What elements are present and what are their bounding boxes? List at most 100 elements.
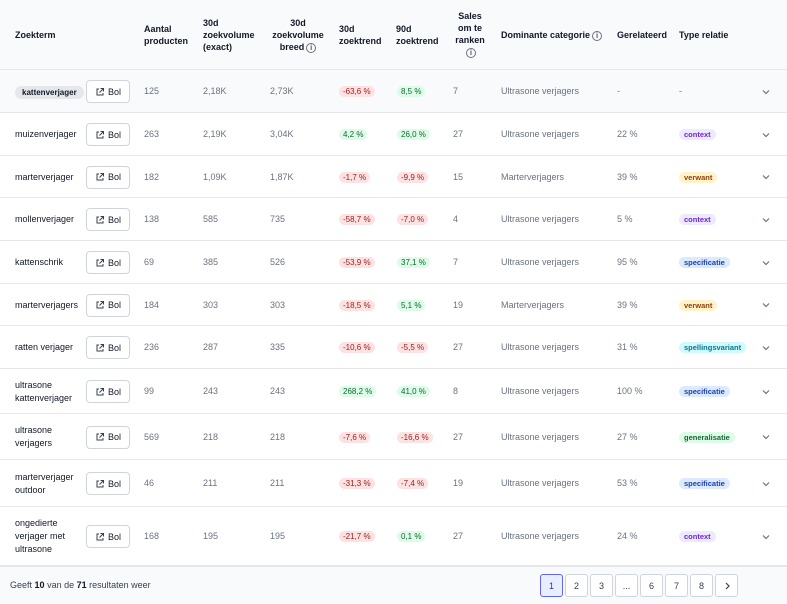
- table-row[interactable]: ultrasone kattenverjager Bol 99 243 243 268,2 …: [0, 369, 787, 414]
- cell-breed: 303: [270, 299, 286, 310]
- chevron-down-icon[interactable]: [761, 87, 771, 97]
- header-aantal-producten[interactable]: Aantal producten: [144, 23, 188, 47]
- chevron-down-icon[interactable]: [761, 172, 771, 182]
- header-90d-zoektrend[interactable]: 90d zoektrend: [396, 23, 439, 47]
- table-row[interactable]: marterverjager outdoor Bol 46 211 211 -31,3 % -…: [0, 460, 787, 507]
- open-bol-button[interactable]: Bol: [86, 123, 130, 146]
- header-sales-om-te-ranken[interactable]: Sales om te ranken i: [452, 10, 488, 58]
- table-row[interactable]: ultrasone verjagers Bol 569 218 218 -7,6 % -16,…: [0, 414, 787, 460]
- header-dominante-categorie[interactable]: Dominante categorie i: [501, 29, 603, 41]
- table-row[interactable]: muizenverjager Bol 263 2,19K 3,04K 4,2 % 26,0 …: [0, 113, 787, 156]
- chevron-down-icon[interactable]: [761, 532, 771, 542]
- cell-sales: 4: [453, 214, 459, 224]
- search-term: kattenschrik: [15, 256, 63, 269]
- search-term-line: ultrasone: [15, 425, 53, 435]
- cell-breed: 735: [270, 214, 286, 224]
- bol-button-label: Bol: [107, 432, 121, 442]
- search-term-line: ultrasone: [15, 544, 53, 554]
- search-term: ongedierte verjager met ultrasone: [15, 517, 65, 556]
- cell-breed: 218: [270, 431, 286, 442]
- info-icon[interactable]: i: [466, 47, 476, 58]
- page-button[interactable]: 2: [565, 574, 588, 597]
- header-zoekterm[interactable]: Zoekterm: [15, 30, 56, 40]
- table-row[interactable]: ongedierte verjager met ultrasone Bol 168 195…: [0, 507, 787, 566]
- chevron-down-icon[interactable]: [761, 300, 771, 310]
- page-button[interactable]: 3: [590, 574, 613, 597]
- table-row[interactable]: marterverjagers Bol 184 303 303 -18,5 % 5,1 % 1…: [0, 284, 787, 326]
- page-button[interactable]: 6: [640, 574, 663, 597]
- open-bol-button[interactable]: Bol: [86, 208, 130, 231]
- search-term: ratten verjager: [15, 341, 73, 354]
- header-gerelateerd[interactable]: Gerelateerd: [617, 30, 668, 40]
- chevron-down-icon[interactable]: [761, 215, 771, 225]
- chevron-down-icon[interactable]: [761, 432, 771, 442]
- cell-cat: Ultrasone verjagers: [501, 342, 580, 352]
- cell-sales: 7: [453, 257, 459, 267]
- header-30d-zoektrend[interactable]: 30d zoektrend: [339, 23, 382, 47]
- bol-button-label: Bol: [107, 86, 121, 97]
- open-bol-button[interactable]: Bol: [86, 251, 130, 274]
- bol-button-label: Bol: [107, 342, 121, 353]
- chevron-down-icon[interactable]: [761, 343, 771, 353]
- external-link-icon: [96, 173, 104, 181]
- open-bol-button[interactable]: Bol: [86, 525, 130, 548]
- cell-sales: 19: [453, 478, 464, 488]
- trend-30d-badge: -7,6 %: [339, 431, 371, 443]
- chevron-down-icon[interactable]: [761, 479, 771, 489]
- next-page-button[interactable]: [715, 574, 738, 597]
- trend-90d-badge: 41,0 %: [397, 386, 430, 397]
- header-type-relatie[interactable]: Type relatie: [679, 30, 729, 40]
- open-bol-button[interactable]: Bol: [86, 80, 130, 103]
- header-text: ranken: [455, 35, 485, 45]
- open-bol-button[interactable]: Bol: [86, 472, 130, 495]
- table-row[interactable]: mollenverjager Bol 138 585 735 -58,7 % -7,0 % 4…: [0, 198, 787, 241]
- bol-button-label: Bol: [107, 129, 121, 140]
- header-text: breed: [279, 42, 305, 52]
- relation-type-badge: context: [679, 531, 716, 542]
- trend-90d-badge: 0,1 %: [397, 531, 426, 542]
- relation-type-badge: specificatie: [679, 386, 730, 397]
- open-bol-button[interactable]: Bol: [86, 336, 130, 359]
- cell-breed: 1,87K: [270, 171, 294, 182]
- cell-aantal: 99: [144, 386, 155, 396]
- open-bol-button[interactable]: Bol: [86, 293, 130, 317]
- table-row[interactable]: ratten verjager Bol 236 287 335 -10,6 % -5,5 %…: [0, 326, 787, 369]
- cell-breed: 243: [270, 386, 286, 396]
- trend-30d-badge: 4,2 %: [339, 129, 368, 140]
- page-button[interactable]: 1: [540, 574, 563, 597]
- pagination: 1 2 3 ... 6 7 8: [540, 574, 738, 597]
- cell-exact: 2,18K: [203, 86, 227, 96]
- open-bol-button[interactable]: Bol: [86, 165, 130, 189]
- chevron-down-icon[interactable]: [761, 130, 771, 140]
- cell-sales: 27: [453, 431, 464, 442]
- search-term: marterverjager outdoor: [15, 471, 74, 497]
- open-bol-button[interactable]: Bol: [86, 425, 130, 449]
- relation-type-badge: context: [679, 214, 716, 225]
- header-text: om te: [457, 23, 482, 33]
- cell-aantal: 168: [144, 531, 160, 541]
- chevron-down-icon[interactable]: [761, 387, 771, 397]
- page-button[interactable]: 7: [665, 574, 688, 597]
- info-icon[interactable]: i: [592, 30, 603, 41]
- header-zoekvolume-exact[interactable]: 30d zoekvolume (exact): [203, 17, 255, 53]
- cell-sales: 8: [453, 386, 459, 396]
- cell-exact: 1,09K: [203, 171, 227, 182]
- search-term-chip: kattenverjager: [15, 85, 84, 99]
- table-row[interactable]: kattenschrik Bol 69 385 526 -53,9 % 37,1 % 7 Ult…: [0, 241, 787, 284]
- open-bol-button[interactable]: Bol: [86, 380, 130, 403]
- header-zoekvolume-breed[interactable]: 30d zoekvolume breed i: [270, 17, 326, 53]
- search-term: ultrasone verjagers: [15, 424, 52, 450]
- page-button[interactable]: 8: [690, 574, 713, 597]
- info-icon[interactable]: i: [306, 42, 317, 53]
- trend-30d-badge: -63,6 %: [339, 86, 375, 97]
- cell-breed: 211: [270, 478, 285, 488]
- table-row[interactable]: kattenverjager Bol 125 2,18K 2,73K -63,6 % 8,5…: [0, 70, 787, 113]
- chevron-down-icon[interactable]: [761, 258, 771, 268]
- external-link-icon: [96, 215, 104, 223]
- summary-total-count: 71: [76, 580, 87, 590]
- table-row[interactable]: marterverjager Bol 182 1,09K 1,87K -1,7 % -9,9…: [0, 156, 787, 198]
- trend-90d-badge: 26,0 %: [397, 129, 430, 140]
- cell-gerel: 27 %: [617, 431, 638, 442]
- external-link-icon: [96, 343, 104, 351]
- external-link-icon: [96, 301, 104, 309]
